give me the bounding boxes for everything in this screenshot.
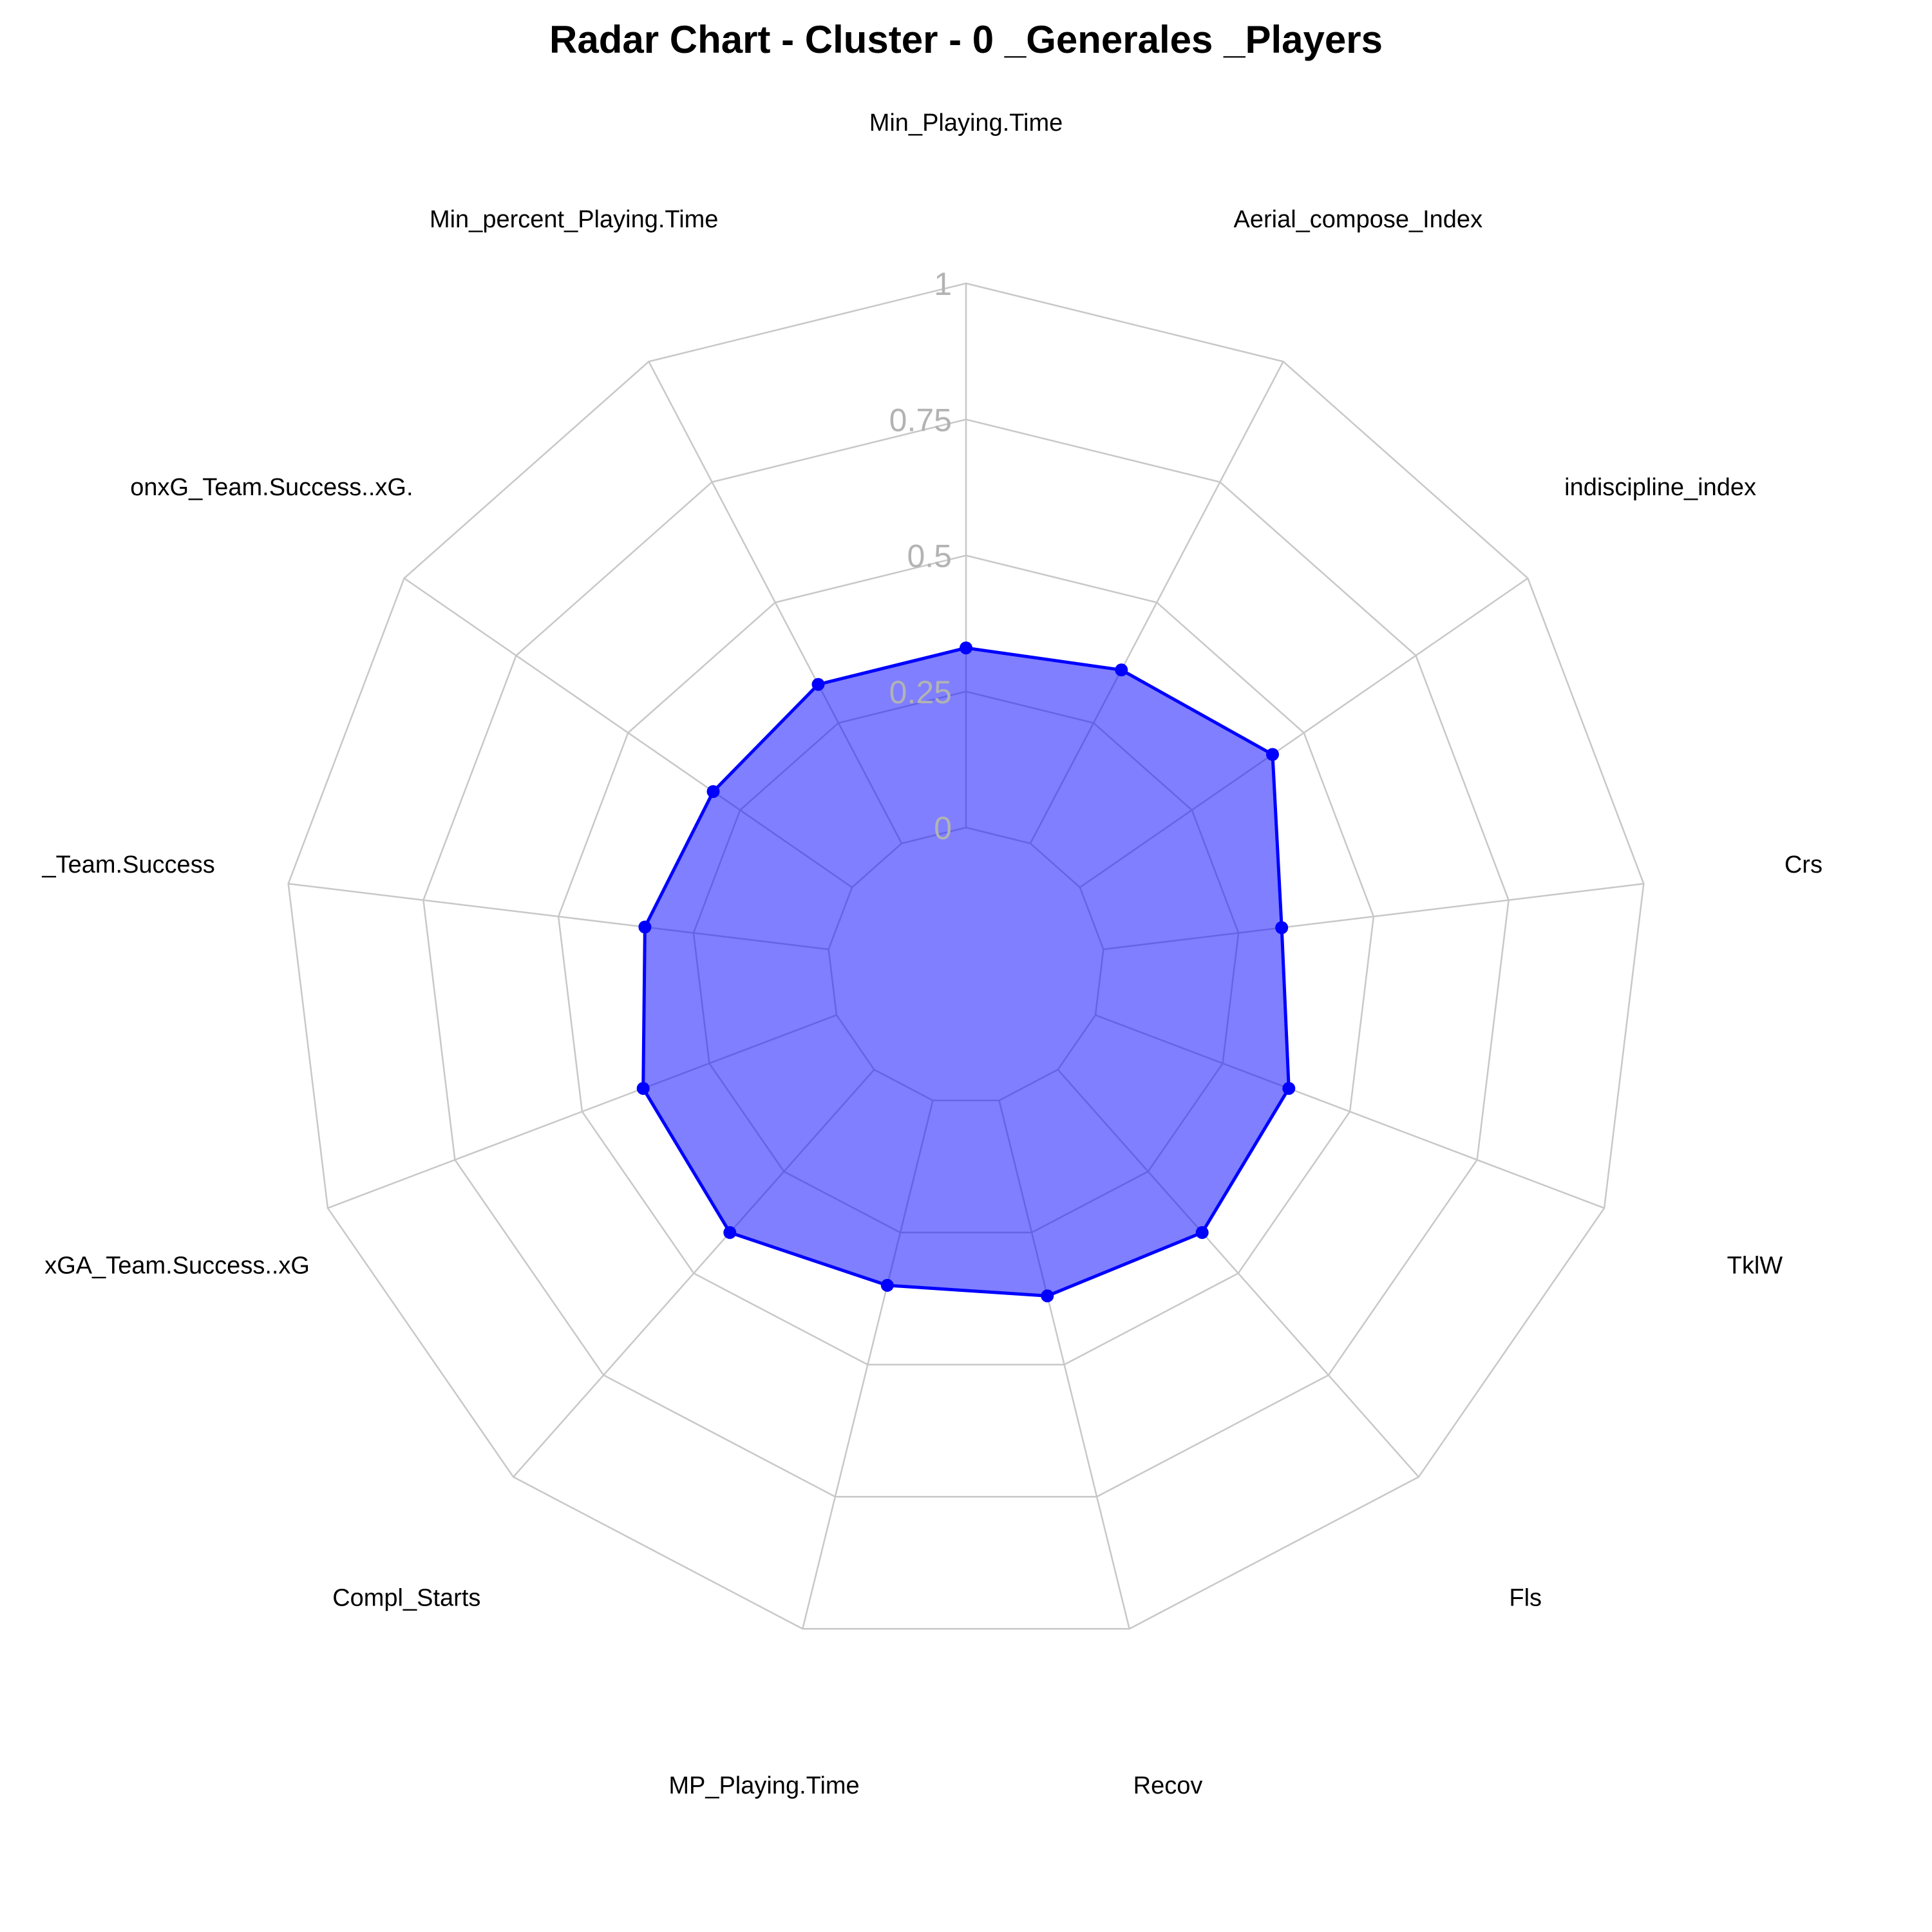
axis-label-3: Crs (1785, 851, 1823, 878)
data-point-9 (636, 1082, 650, 1095)
chart-title: Radar Chart - Cluster - 0 _Generales _Pl… (549, 18, 1383, 61)
axis-label-2: indiscipline_index (1564, 474, 1756, 501)
data-point-7 (880, 1278, 894, 1292)
tick-label-0: 0 (934, 810, 952, 846)
axis-label-11: onxG_Team.Success..xG. (130, 474, 413, 501)
series-line-0 (641, 646, 1291, 1298)
data-point-4 (1282, 1082, 1296, 1095)
axis-label-4: TklW (1727, 1253, 1783, 1280)
radar-axis-labels: Min_Playing.Time Aerial_compose_Indexindi… (41, 109, 1822, 1799)
data-point-6 (1041, 1289, 1054, 1303)
grid-ring-2 (557, 554, 1375, 1366)
data-point-0 (960, 641, 972, 655)
axis-label-12: Min_percent_Playing.Time (430, 206, 718, 233)
grid-ring-3 (422, 419, 1510, 1498)
axis-label-5: Fls (1509, 1585, 1542, 1612)
data-point-1 (1115, 663, 1128, 677)
data-point-8 (723, 1226, 737, 1239)
data-point-3 (1275, 921, 1289, 934)
data-point-11 (706, 785, 720, 799)
radar-series (636, 641, 1296, 1303)
axis-label-1: Aerial_compose_Index (1234, 206, 1483, 233)
data-point-2 (1266, 748, 1279, 761)
axis-label-7: MP_Playing.Time (668, 1772, 859, 1799)
data-point-12 (811, 677, 825, 691)
data-point-10 (638, 920, 652, 934)
tick-label-2: 0.5 (907, 538, 952, 574)
axis-label-8: Compl_Starts (332, 1585, 480, 1612)
grid-ring-4 (287, 282, 1645, 1630)
tick-label-1: 0.25 (889, 674, 952, 710)
radar-tick-labels: 0 0.25 0.5 0.75 1 (889, 266, 952, 846)
axis-label-6: Recov (1133, 1772, 1203, 1799)
axis-label-9: xGA_Team.Success..xG (44, 1253, 310, 1280)
tick-label-3: 0.75 (889, 402, 952, 438)
data-point-5 (1195, 1226, 1209, 1239)
tick-label-4: 1 (934, 266, 952, 302)
axis-label-10: _Team.Success (41, 851, 214, 878)
axis-label-0: Min_Playing.Time (869, 109, 1063, 137)
series-area-0 (643, 648, 1289, 1296)
